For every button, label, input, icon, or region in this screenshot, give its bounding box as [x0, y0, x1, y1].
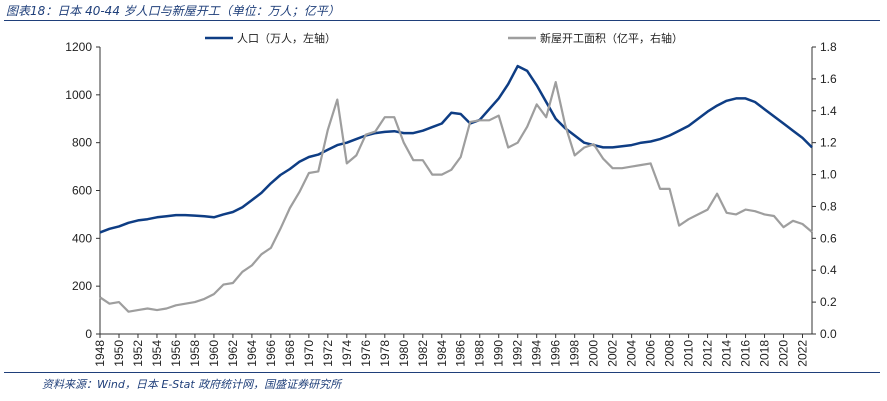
chart-series: [99, 64, 813, 313]
right-y-tick-label: 0.4: [820, 263, 837, 277]
source-note: 资料来源：Wind，日本 E-Stat 政府统计网，国盛证券研究所: [42, 378, 342, 391]
x-tick-label: 1964: [245, 340, 259, 367]
left-y-tick-label: 0: [85, 327, 92, 341]
x-tick-label: 2010: [682, 340, 696, 367]
x-tick-label: 1966: [264, 340, 278, 367]
right-y-tick-label: 1.0: [820, 168, 837, 182]
population-line: [99, 64, 813, 234]
x-tick-label: 2014: [720, 340, 734, 367]
x-tick-label: 2020: [777, 340, 791, 367]
x-tick-label: 1974: [340, 340, 354, 367]
right-y-tick-label: 1.2: [820, 136, 837, 150]
x-tick-label: 1958: [188, 340, 202, 367]
x-tick-label: 1948: [93, 340, 107, 367]
x-tick-label: 2006: [644, 340, 658, 367]
right-y-tick-label: 1.6: [820, 72, 837, 86]
x-tick-label: 1998: [568, 340, 582, 367]
left-y-tick-label: 1200: [65, 40, 92, 54]
right-y-tick-label: 1.8: [820, 40, 837, 54]
right-y-tick-label: 0.6: [820, 231, 837, 245]
x-tick-label: 1978: [378, 340, 392, 367]
left-y-tick-label: 800: [72, 136, 92, 150]
x-tick-label: 1976: [359, 340, 373, 367]
x-tick-label: 1956: [169, 340, 183, 367]
x-tick-label: 1960: [207, 340, 221, 367]
x-tick-label: 2004: [625, 340, 639, 367]
x-tick-label: 1962: [226, 340, 240, 367]
x-tick-label: 2002: [606, 340, 620, 367]
x-tick-label: 2012: [701, 340, 715, 367]
x-tick-label: 2022: [796, 340, 810, 367]
x-tick-label: 1996: [549, 340, 563, 367]
x-tick-label: 1954: [150, 340, 164, 367]
title-divider: [4, 20, 880, 21]
x-tick-label: 1988: [473, 340, 487, 367]
figure-title: 图表18：日本 40-44 岁人口与新屋开工（单位：万人；亿平）: [6, 4, 340, 18]
x-tick-label: 1994: [530, 340, 544, 367]
x-tick-label: 1952: [131, 340, 145, 367]
x-tick-label: 1970: [302, 340, 316, 367]
legend-label-population: 人口（万人，左轴）: [237, 31, 336, 45]
x-tick-label: 1972: [321, 340, 335, 367]
x-tick-label: 1984: [435, 340, 449, 367]
x-tick-label: 1990: [492, 340, 506, 367]
legend-label-housing: 新屋开工面积（亿平，右轴）: [540, 31, 683, 45]
x-tick-label: 1992: [511, 340, 525, 367]
x-tick-label: 2018: [758, 340, 772, 367]
chart-legend: 人口（万人，左轴） 新屋开工面积（亿平，右轴）: [205, 31, 683, 45]
x-tick-label: 2008: [663, 340, 677, 367]
x-tick-label: 2000: [587, 340, 601, 367]
x-tick-label: 1980: [397, 340, 411, 367]
right-y-tick-label: 1.4: [820, 104, 837, 118]
left-y-tick-label: 600: [72, 184, 92, 198]
x-tick-label: 1986: [454, 340, 468, 367]
x-tick-label: 1950: [112, 340, 126, 367]
left-y-tick-label: 200: [72, 279, 92, 293]
right-y-tick-label: 0.8: [820, 199, 837, 213]
chart-axes: 0 200 400 600 800 1000 1200 0.0 0.2 0.4 0.6 0.8 1.0 1…: [65, 40, 837, 367]
x-tick-label: 1968: [283, 340, 297, 367]
footer-divider: [4, 372, 880, 373]
right-y-tick-label: 0.2: [820, 295, 837, 309]
x-tick-label: 1982: [416, 340, 430, 367]
left-y-tick-label: 400: [72, 231, 92, 245]
housing-starts-line: [99, 80, 813, 313]
right-y-tick-label: 0.0: [820, 327, 837, 341]
left-y-tick-label: 1000: [65, 88, 92, 102]
x-tick-label: 2016: [739, 340, 753, 367]
